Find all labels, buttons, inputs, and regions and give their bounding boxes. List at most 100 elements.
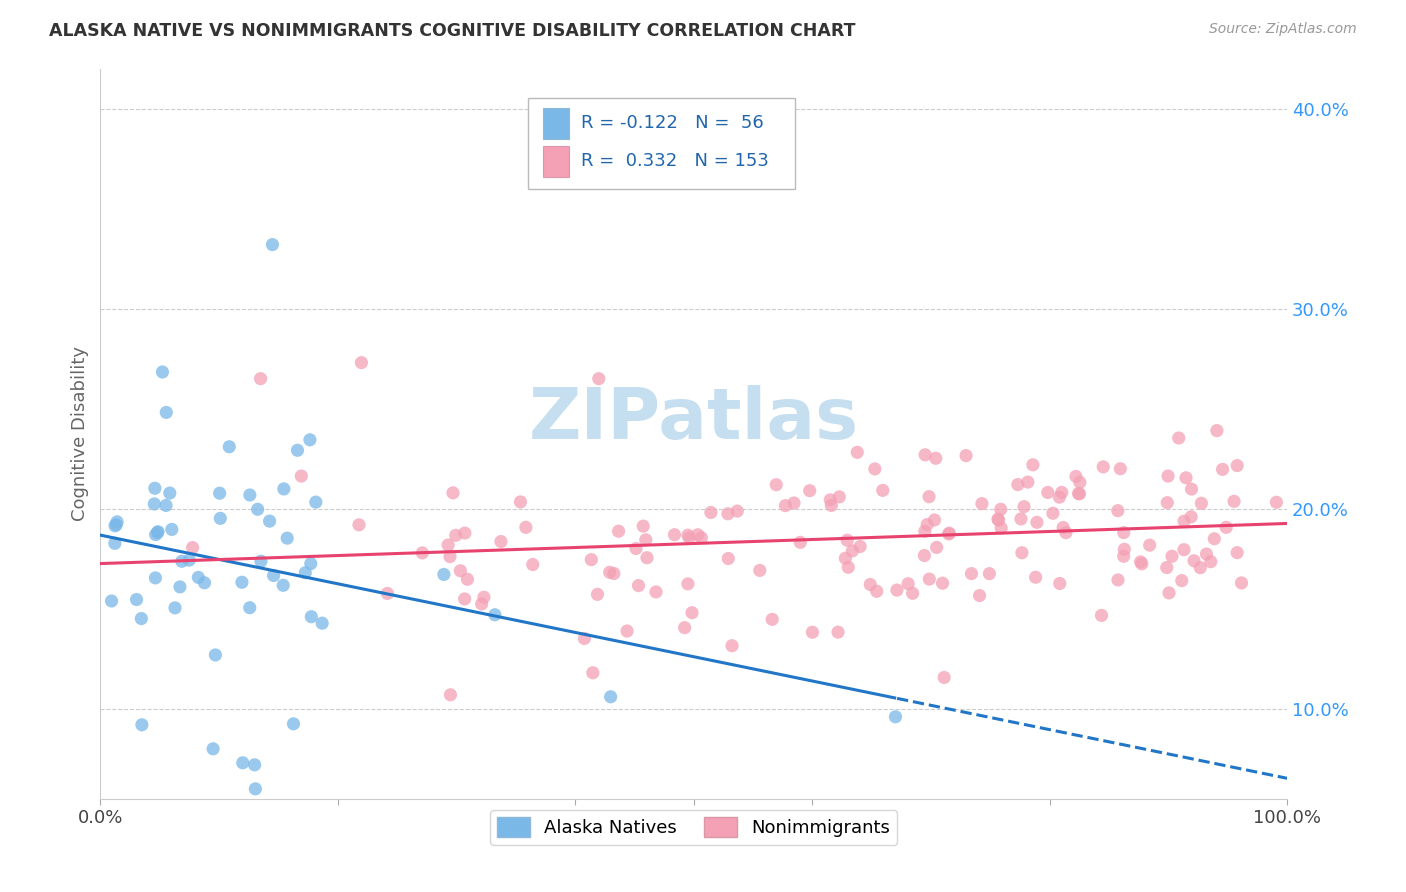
Point: [664, 527, 686, 541]
Point: [1223, 494, 1246, 508]
Point: [676, 528, 699, 542]
Point: [125, 592, 148, 607]
Point: [1157, 469, 1180, 483]
Point: [273, 482, 295, 496]
Point: [1067, 486, 1090, 500]
Point: [159, 486, 181, 500]
Point: [263, 568, 285, 582]
Point: [987, 513, 1010, 527]
Point: [820, 492, 842, 507]
Point: [925, 451, 948, 466]
Point: [837, 533, 859, 548]
Point: [299, 609, 322, 624]
Point: [1265, 495, 1288, 509]
Point: [290, 469, 312, 483]
Point: [1156, 560, 1178, 574]
Bar: [543, 146, 569, 177]
Point: [1026, 516, 1049, 530]
Point: [105, 517, 128, 532]
Point: [775, 499, 797, 513]
Point: [250, 554, 273, 568]
Point: [827, 625, 849, 640]
Point: [574, 632, 596, 646]
Point: [146, 524, 169, 539]
Point: [866, 584, 889, 599]
Point: [437, 538, 460, 552]
Point: [243, 757, 266, 772]
Point: [690, 531, 713, 545]
Point: [599, 690, 621, 704]
Point: [631, 519, 654, 533]
Point: [789, 535, 811, 549]
Point: [218, 440, 240, 454]
Point: [1007, 477, 1029, 491]
Bar: [543, 108, 569, 138]
Point: [901, 586, 924, 600]
Point: [350, 356, 373, 370]
Text: R = -0.122   N =  56: R = -0.122 N = 56: [581, 114, 763, 132]
Point: [765, 477, 787, 491]
Point: [863, 462, 886, 476]
Point: [678, 531, 700, 545]
Point: [444, 528, 467, 542]
Point: [146, 525, 169, 540]
Point: [131, 718, 153, 732]
Point: [271, 578, 294, 592]
Point: [1090, 608, 1112, 623]
Point: [155, 405, 177, 419]
Point: [1180, 482, 1202, 496]
Point: [1157, 586, 1180, 600]
Point: [169, 580, 191, 594]
Point: [231, 575, 253, 590]
Text: Source: ZipAtlas.com: Source: ZipAtlas.com: [1209, 22, 1357, 37]
Point: [1129, 555, 1152, 569]
Point: [627, 578, 650, 592]
Point: [131, 611, 153, 625]
Point: [1156, 496, 1178, 510]
Point: [1022, 458, 1045, 472]
Point: [834, 551, 856, 566]
Point: [582, 665, 605, 680]
Point: [143, 497, 166, 511]
Point: [884, 710, 907, 724]
Point: [1199, 555, 1222, 569]
Point: [160, 523, 183, 537]
Point: [970, 497, 993, 511]
Text: ZIPatlas: ZIPatlas: [529, 384, 859, 453]
Point: [456, 572, 478, 586]
Point: [676, 577, 699, 591]
Point: [1042, 506, 1064, 520]
Point: [1112, 525, 1135, 540]
Point: [1025, 570, 1047, 584]
Point: [686, 528, 709, 542]
Point: [801, 625, 824, 640]
Point: [484, 607, 506, 622]
Point: [1226, 546, 1249, 560]
Point: [924, 513, 946, 527]
Legend: Alaska Natives, Nonimmigrants: Alaska Natives, Nonimmigrants: [491, 810, 897, 845]
Point: [152, 365, 174, 379]
Point: [1215, 520, 1237, 534]
Point: [298, 433, 321, 447]
Point: [1226, 458, 1249, 473]
Point: [305, 495, 328, 509]
Point: [681, 606, 703, 620]
Point: [1171, 574, 1194, 588]
Point: [1064, 469, 1087, 483]
Point: [411, 546, 433, 560]
Point: [472, 591, 495, 605]
Point: [522, 558, 544, 572]
Point: [645, 585, 668, 599]
Point: [170, 554, 193, 568]
Point: [859, 577, 882, 591]
Point: [239, 600, 262, 615]
Point: [636, 550, 658, 565]
Point: [515, 520, 537, 534]
Point: [311, 616, 333, 631]
Point: [433, 567, 456, 582]
Point: [471, 597, 494, 611]
Point: [1175, 471, 1198, 485]
Point: [886, 583, 908, 598]
Point: [262, 237, 284, 252]
Point: [208, 486, 231, 500]
